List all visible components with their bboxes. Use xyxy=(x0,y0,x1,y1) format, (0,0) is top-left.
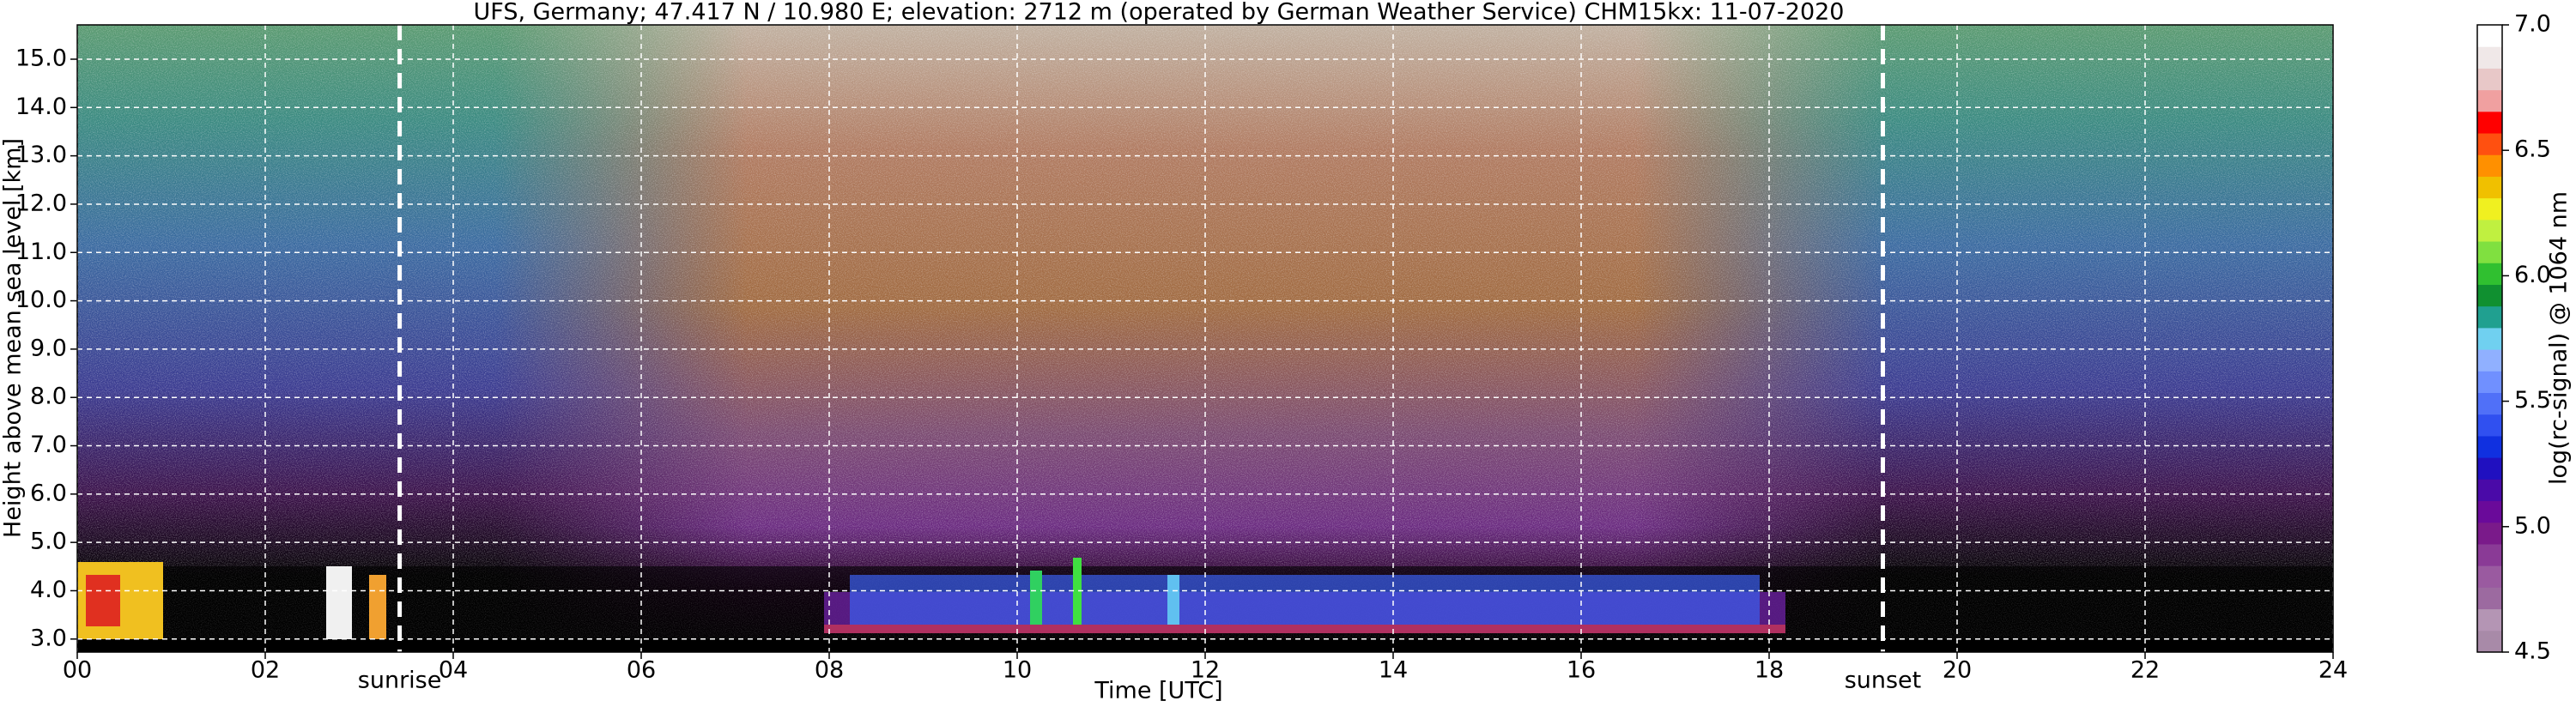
colorbar-swatch xyxy=(2477,630,2502,653)
colorbar-swatch xyxy=(2477,111,2502,134)
x-tick-label: 14 xyxy=(1379,657,1408,684)
y-tick-label: 4.0 xyxy=(30,577,67,603)
colorbar-swatch xyxy=(2477,479,2502,502)
colorbar-swatch xyxy=(2477,68,2502,91)
plot-frame xyxy=(76,24,2334,653)
x-tick-label: 10 xyxy=(1003,657,1032,684)
x-tick-label: 18 xyxy=(1755,657,1784,684)
x-tick-label: 04 xyxy=(439,657,468,684)
colorbar-swatch xyxy=(2477,349,2502,372)
x-tick-label: 22 xyxy=(2131,657,2160,684)
y-tick-label: 8.0 xyxy=(30,384,67,410)
y-tick-label: 13.0 xyxy=(15,142,67,168)
colorbar-swatch xyxy=(2477,565,2502,588)
colorbar-swatch xyxy=(2477,241,2502,263)
y-tick-label: 9.0 xyxy=(30,335,67,361)
y-tick-label: 3.0 xyxy=(30,625,67,651)
colorbar-tick-label: 6.0 xyxy=(2514,262,2551,288)
colorbar-swatch xyxy=(2477,197,2502,221)
colorbar-swatch xyxy=(2477,371,2502,394)
y-tick-label: 11.0 xyxy=(15,239,67,265)
colorbar-swatch xyxy=(2477,543,2502,566)
colorbar-tick-label: 5.5 xyxy=(2514,387,2551,414)
y-tick-label: 14.0 xyxy=(15,94,67,120)
colorbar-tick-label: 5.0 xyxy=(2514,512,2551,539)
y-tick-label: 12.0 xyxy=(15,190,67,216)
colorbar-swatch xyxy=(2477,263,2502,285)
colorbar-swatch xyxy=(2477,608,2502,631)
colorbar-swatch xyxy=(2477,176,2502,199)
colorbar-swatch xyxy=(2477,89,2502,112)
y-tick-label: 15.0 xyxy=(15,45,67,71)
colorbar-swatch xyxy=(2477,219,2502,242)
x-tick-label: 12 xyxy=(1191,657,1220,684)
y-axis-label: Height above mean sea level [km] xyxy=(0,138,27,538)
annotation-label: sunrise xyxy=(358,668,442,694)
colorbar-tick-label: 7.0 xyxy=(2514,11,2551,38)
colorbar-frame xyxy=(2476,24,2503,653)
colorbar-swatch xyxy=(2477,435,2502,458)
colorbar-tick-label: 4.5 xyxy=(2514,638,2551,665)
colorbar-swatch xyxy=(2477,392,2502,415)
colorbar-swatch xyxy=(2477,522,2502,545)
x-tick-label: 02 xyxy=(251,657,280,684)
colorbar-swatch xyxy=(2477,587,2502,610)
x-tick-label: 00 xyxy=(63,657,92,684)
colorbar-swatch xyxy=(2477,305,2502,329)
x-tick-label: 06 xyxy=(627,657,656,684)
y-tick-label: 10.0 xyxy=(15,287,67,313)
x-axis-label: Time [UTC] xyxy=(1094,678,1222,704)
colorbar-swatch xyxy=(2477,25,2502,47)
colorbar-swatch xyxy=(2477,327,2502,350)
x-tick-label: 20 xyxy=(1943,657,1972,684)
annotation-label: sunset xyxy=(1845,668,1922,694)
chart-title: UFS, Germany; 47.417 N / 10.980 E; eleva… xyxy=(474,0,1845,26)
colorbar-swatch xyxy=(2477,133,2502,155)
x-tick-label: 16 xyxy=(1567,657,1596,684)
colorbar-swatch xyxy=(2477,154,2502,177)
x-tick-label: 24 xyxy=(2318,657,2348,684)
y-tick-label: 6.0 xyxy=(30,480,67,506)
y-tick-label: 7.0 xyxy=(30,432,67,458)
colorbar-swatch xyxy=(2477,46,2502,69)
colorbar-swatch xyxy=(2477,457,2502,480)
colorbar-swatch xyxy=(2477,500,2502,523)
colorbar-swatch xyxy=(2477,414,2502,437)
colorbar-label: log(rc-signal) @ 1064 nm xyxy=(2546,191,2573,485)
colorbar-swatch xyxy=(2477,284,2502,307)
y-tick-label: 5.0 xyxy=(30,529,67,555)
x-tick-label: 08 xyxy=(815,657,844,684)
colorbar-tick-label: 6.5 xyxy=(2514,136,2551,163)
